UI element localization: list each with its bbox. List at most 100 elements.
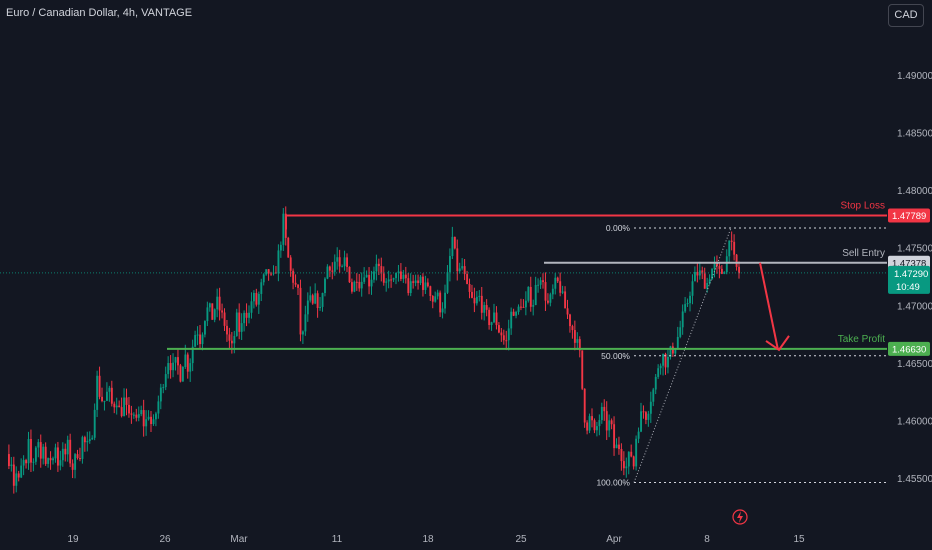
candle-body [10,464,13,467]
candle-body [571,326,574,331]
candle-body [446,272,449,293]
candle-body [578,339,581,351]
candle-body [316,293,319,309]
candle-body [353,281,356,292]
candle-body [637,431,640,439]
candle-body [17,473,20,478]
candle-body [681,311,684,328]
candle-body [20,465,23,478]
candle-body [713,262,716,270]
level-price-tag [888,341,930,356]
candle-body [83,437,86,443]
candle-body [529,286,532,307]
currency-button[interactable]: CAD [888,4,924,27]
candle-body [522,306,525,308]
candle-body [402,274,405,279]
level-price-text: 1.47789 [892,211,926,222]
candle-body [431,296,434,302]
candle-body [559,281,562,293]
candle-body [461,266,464,269]
candle-body [194,335,197,347]
candle-body [181,366,184,382]
candle-body [64,448,67,455]
candle-body [113,403,116,408]
candle-body [390,279,393,281]
time-tick-label: 15 [793,534,805,545]
candle-body [630,451,633,457]
candle-body [110,387,113,404]
candle-body [703,273,706,289]
candle-body [662,353,665,366]
candle-body [311,295,314,304]
candle-body [299,287,302,335]
candle-body [270,273,273,275]
candle-body [397,271,400,273]
candle-body [260,282,263,294]
candle-body [449,256,451,273]
candle-body [164,374,167,388]
candle-body [554,277,557,289]
sell-arrow [759,262,790,352]
candle-body [735,254,738,267]
candle-body [91,437,94,440]
candle-body [657,368,660,377]
price-tick-label: 1.47000 [897,301,932,312]
candle-body [458,268,461,272]
fibonacci-levels: 0.00% 50.00% 100.00% [596,223,887,487]
candle-body [674,348,677,354]
candle-body [66,439,69,455]
candle-body [708,279,711,283]
candle-body [500,332,503,336]
candle-body [426,282,429,287]
candle-body [573,330,576,343]
candle-body [172,362,175,371]
candle-body [375,263,378,272]
candle-body [265,269,268,275]
time-tick-label: Apr [606,534,622,545]
candle-body [711,269,714,280]
candle-body [88,439,91,441]
candle-body [689,295,691,304]
candle-body [368,274,371,287]
time-tick-label: Mar [230,534,248,545]
symbol-title: Euro / Canadian Dollar, 4h, VANTAGE [6,7,193,19]
candle-body [287,237,290,258]
candle-body [738,266,740,274]
candle-body [333,261,336,272]
candle-body [206,307,209,322]
candle-body [240,323,243,332]
candle-body [407,278,410,294]
time-tick-label: 11 [332,534,343,545]
candle-body [213,309,216,320]
candle-body [228,334,231,341]
candle-body [520,306,522,308]
candle-body [618,444,620,449]
candle-body [632,456,635,467]
candle-body [25,460,28,464]
candle-body [716,262,718,267]
candle-body [243,312,246,324]
candle-body [150,416,152,424]
candle-body [684,304,687,312]
candle-body [130,413,133,415]
candle-body [348,266,351,283]
candle-body [328,266,331,271]
trade-levels: Stop Loss 1.47789 Sell Entry 1.47378 Take Pr… [167,200,930,356]
candle-body [694,271,696,282]
candle-body [664,353,667,368]
candle-body [404,274,407,279]
candle-body [15,473,18,486]
level-name-label: Take Profit [838,334,885,345]
candle-body [564,291,567,309]
candle-body [71,463,74,470]
arrow-shaft [759,262,779,351]
candle-body [485,305,488,310]
candle-body [191,346,194,364]
candle-body [370,279,373,287]
time-axis: 19 26 Mar 11 18 25 Apr 8 15 [67,534,805,545]
candle-body [27,438,30,464]
candle-body [439,292,442,313]
candle-body [189,363,192,372]
